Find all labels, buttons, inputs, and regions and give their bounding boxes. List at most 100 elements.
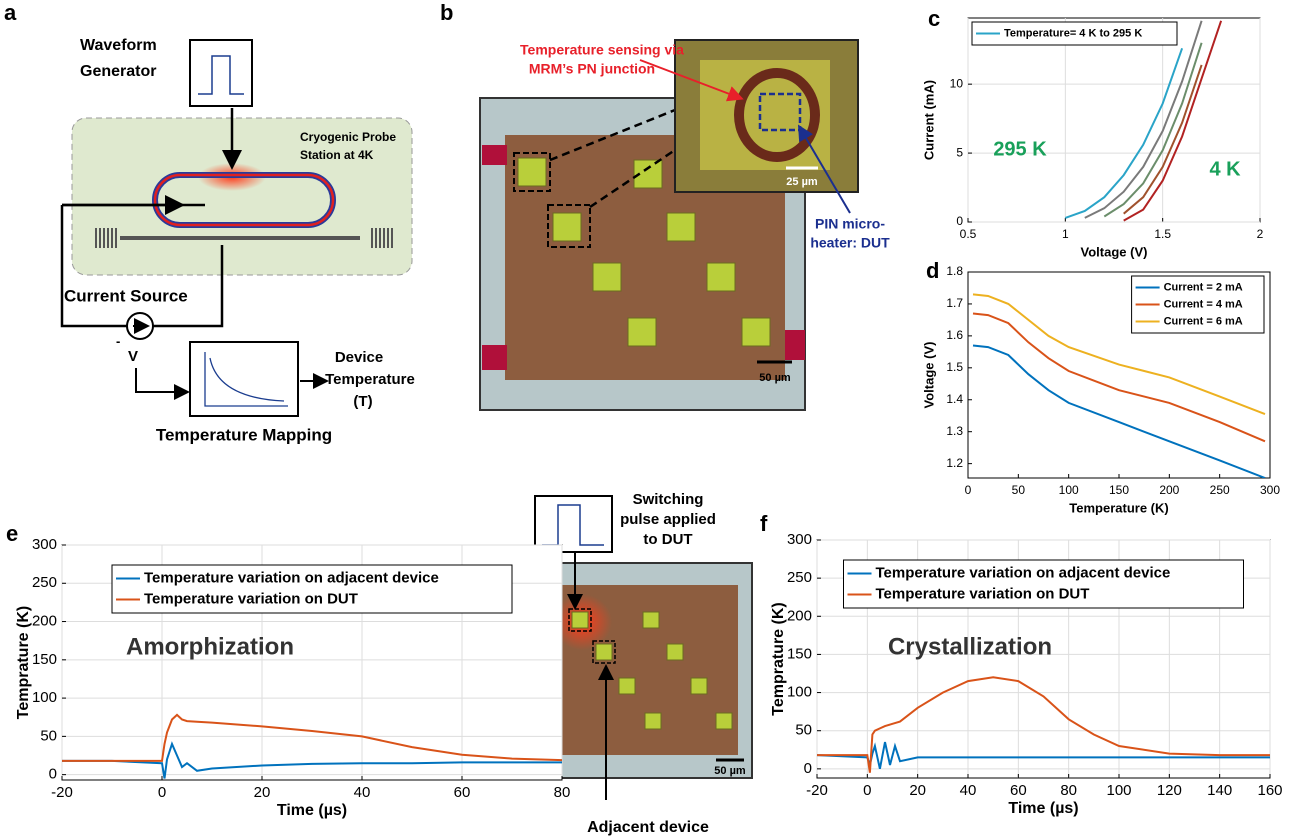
legend: Current = 2 mA Current = 4 mA Current = 6 … (1132, 276, 1264, 333)
label: Waveform (80, 37, 157, 54)
label: (T) (353, 393, 372, 410)
y-tick-label: 100 (32, 689, 57, 706)
scale-label: 25 µm (786, 176, 818, 188)
generator-box (190, 40, 252, 106)
label: Device (335, 349, 383, 366)
y-tick-label: 300 (32, 536, 57, 553)
x-tick-label: -20 (806, 782, 828, 799)
y-tick-label: 150 (32, 651, 57, 668)
x-tick-label: 120 (1157, 782, 1182, 799)
label: Generator (80, 63, 156, 80)
label: Current Source (64, 286, 188, 305)
y-tick-label: 200 (787, 607, 812, 624)
y-tick-label: 200 (32, 613, 57, 630)
photo-b: 25 µm 50 µm Temperature sensing via MRM’… (480, 40, 890, 410)
scale-label: 50 µm (759, 372, 791, 384)
y-tick-label: 1.4 (946, 392, 963, 406)
y-tick-label: 150 (787, 645, 812, 662)
diagram-a: Waveform Generator Cryogenic Probe Stati… (62, 37, 415, 444)
annotation: Temperature sensing via (520, 42, 684, 58)
y-tick-label: 0 (956, 214, 963, 228)
panel-label: a (4, 0, 17, 25)
y-tick-label: 250 (32, 574, 57, 591)
x-tick-label: 250 (1210, 483, 1230, 497)
legend-label: Current = 2 mA (1164, 281, 1243, 293)
annotation: Crystallization (888, 633, 1052, 660)
y-tick-label: 1.2 (946, 456, 963, 470)
x-tick-label: 40 (354, 784, 371, 801)
y-tick-label: 0 (804, 760, 812, 777)
x-tick-label: 100 (1059, 483, 1079, 497)
annotation: 295 K (993, 138, 1047, 160)
x-axis-label: Time (µs) (1008, 800, 1078, 817)
legend: Temperature variation on adjacent device… (112, 565, 512, 613)
y-axis-label: Temprature (K) (770, 602, 787, 716)
figure: a b c d e f Waveform Generator Cryogenic… (0, 0, 1293, 840)
label: Temperature (325, 371, 415, 388)
arrow (136, 368, 186, 392)
legend-label: Temperature variation on DUT (876, 585, 1090, 602)
x-axis-label: Time (µs) (277, 802, 347, 819)
y-tick-label: 10 (950, 76, 964, 90)
x-tick-label: 140 (1207, 782, 1232, 799)
y-axis-label: Temprature (K) (15, 606, 32, 720)
panel-label: c (928, 6, 940, 31)
annotation: Switching (633, 491, 704, 508)
x-tick-label: 20 (909, 782, 926, 799)
annotation: Amorphization (126, 633, 294, 660)
label: - (116, 333, 120, 348)
x-tick-label: 50 (1012, 483, 1026, 497)
label: V (128, 348, 138, 365)
label: Station at 4K (300, 148, 374, 162)
x-tick-label: 100 (1106, 782, 1131, 799)
annotation: 4 K (1209, 158, 1241, 180)
annotation: to DUT (643, 531, 692, 548)
legend-label: Temperature variation on adjacent device (876, 564, 1171, 581)
annotation: MRM’s PN junction (529, 61, 655, 77)
x-tick-label: 300 (1260, 483, 1280, 497)
y-tick-label: 50 (795, 722, 812, 739)
x-tick-label: 160 (1257, 782, 1282, 799)
scale-label: 50 µm (714, 765, 746, 777)
x-tick-label: 0 (158, 784, 166, 801)
x-tick-label: 150 (1109, 483, 1129, 497)
chart: -200204060801001201401600501001502002503… (770, 531, 1282, 817)
y-tick-label: 1.3 (946, 424, 963, 438)
x-tick-label: 20 (254, 784, 271, 801)
x-tick-label: 0 (863, 782, 871, 799)
panel-label: b (440, 0, 453, 25)
panel-label: f (760, 511, 768, 536)
annotation: pulse applied (620, 511, 716, 528)
x-tick-label: 80 (1060, 782, 1077, 799)
annotation: heater: DUT (810, 235, 890, 251)
x-tick-label: 60 (1010, 782, 1027, 799)
panel-label: e (6, 521, 18, 546)
y-tick-label: 50 (40, 727, 57, 744)
y-tick-label: 250 (787, 569, 812, 586)
x-tick-label: 200 (1159, 483, 1179, 497)
x-tick-label: 80 (554, 784, 571, 801)
x-axis-label: Temperature (K) (1069, 500, 1168, 515)
legend: Temperature= 4 K to 295 K (972, 22, 1177, 45)
x-tick-label: 0 (965, 483, 972, 497)
legend-label: Current = 6 mA (1164, 315, 1243, 327)
x-tick-label: 60 (454, 784, 471, 801)
legend: Temperature variation on adjacent device… (844, 560, 1244, 608)
y-tick-label: 300 (787, 531, 812, 548)
label: Temperature Mapping (156, 425, 332, 444)
chart: -20020406080050100150200250300Time (µs)T… (15, 536, 570, 819)
annotation: PIN micro- (815, 216, 885, 232)
x-tick-label: 40 (960, 782, 977, 799)
x-tick-label: 1 (1062, 227, 1069, 241)
legend-label: Temperature variation on DUT (144, 590, 358, 607)
x-axis-label: Voltage (V) (1081, 244, 1148, 259)
x-tick-label: 1.5 (1154, 227, 1171, 241)
chart: 0.511.520510Voltage (V)Current (mA)295 K… (921, 18, 1263, 259)
legend-label: Current = 4 mA (1164, 298, 1243, 310)
y-axis-label: Voltage (V) (921, 342, 936, 409)
y-tick-label: 1.8 (946, 264, 963, 278)
y-tick-label: 1.5 (946, 360, 963, 374)
label: Cryogenic Probe (300, 130, 396, 144)
y-tick-label: 0 (49, 766, 57, 783)
